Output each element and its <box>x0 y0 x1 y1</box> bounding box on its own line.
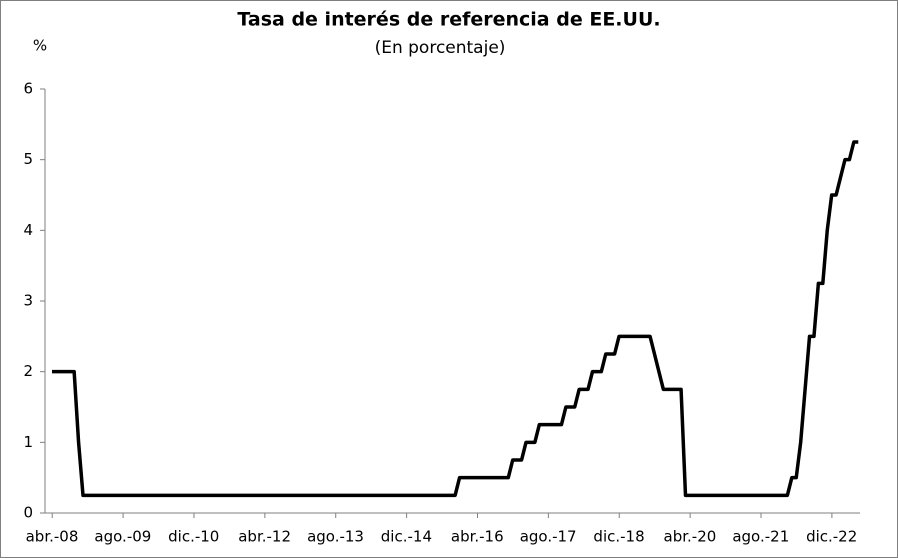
data-line <box>52 140 859 498</box>
y-tick-label: 0 <box>23 504 33 522</box>
x-tick-label: abr.-16 <box>451 528 504 546</box>
x-tick-label: ago.-13 <box>307 528 364 546</box>
x-tick-label: abr.-08 <box>26 528 79 546</box>
chart-subtitle: (En porcentaje) <box>375 38 506 58</box>
y-axis-label: % <box>33 37 47 55</box>
x-tick-label: ago.-09 <box>94 528 151 546</box>
y-tick-label: 3 <box>23 292 33 310</box>
x-tick-label: dic.-18 <box>593 528 644 546</box>
x-tick-label: ago.-17 <box>520 528 577 546</box>
x-tick-label: abr.-12 <box>238 528 291 546</box>
chart-title: Tasa de interés de referencia de EE.UU. <box>237 9 660 31</box>
x-tick-label: dic.-22 <box>806 528 857 546</box>
y-tick-label: 2 <box>23 362 33 380</box>
y-tick-label: 6 <box>23 80 33 98</box>
x-tick-label: abr.-20 <box>664 528 717 546</box>
x-tick-label: dic.-10 <box>168 528 219 546</box>
y-tick-label: 5 <box>23 150 33 168</box>
y-tick-label: 4 <box>23 221 33 239</box>
x-tick-label: ago.-21 <box>732 528 789 546</box>
y-tick-label: 1 <box>23 433 33 451</box>
x-tick-label: dic.-14 <box>381 528 432 546</box>
